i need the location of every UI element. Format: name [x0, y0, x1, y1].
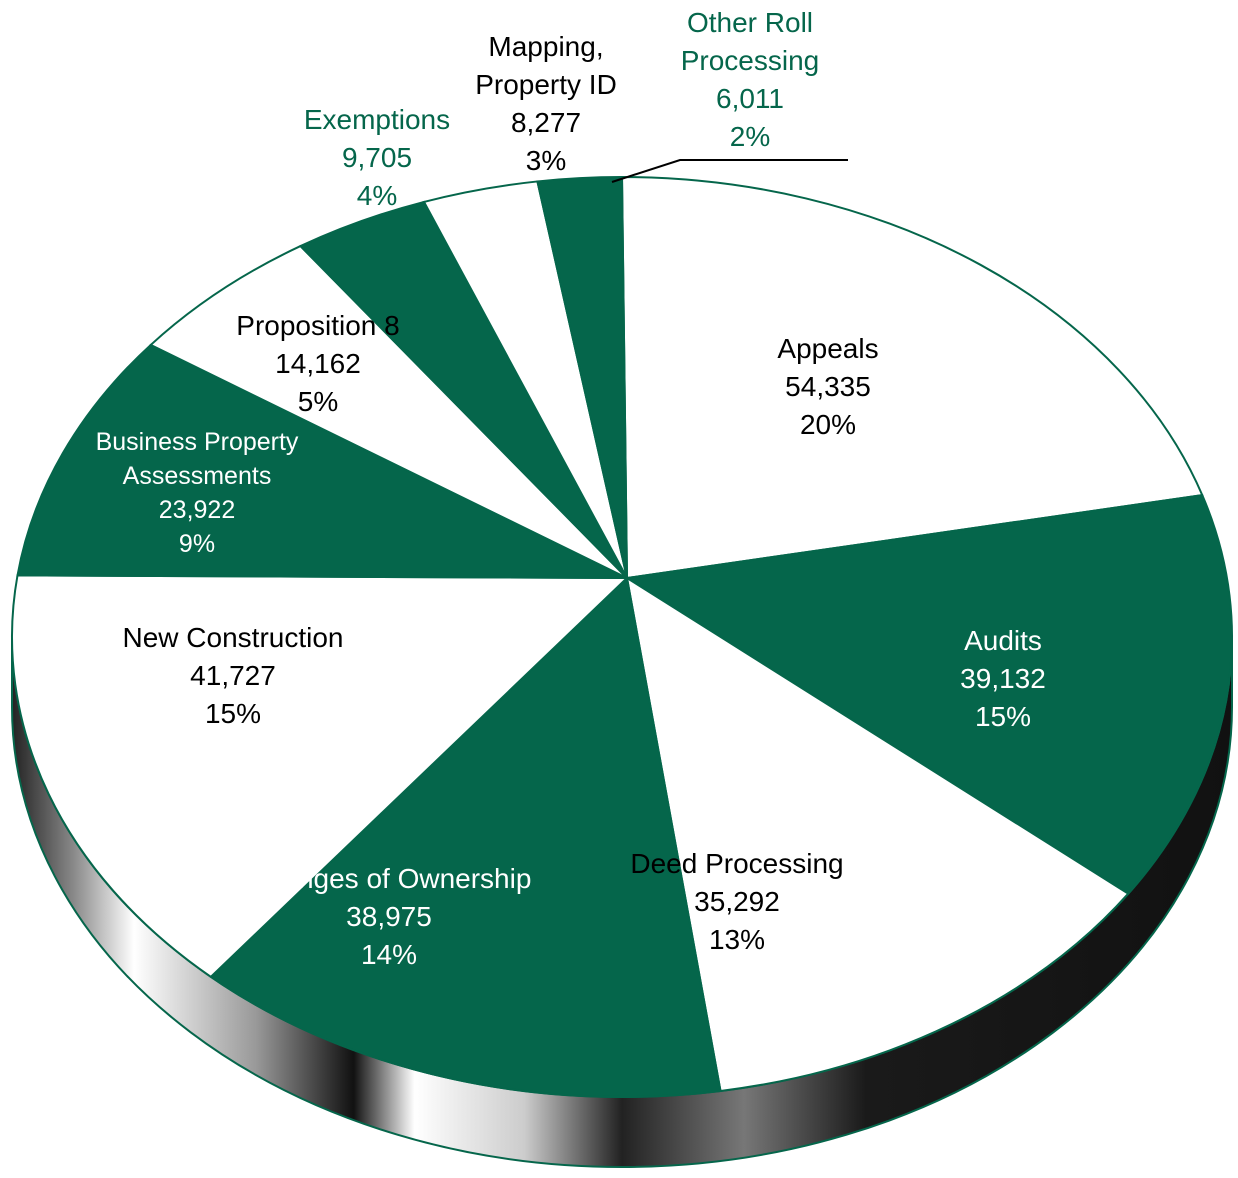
pie-slice — [625, 575, 1130, 1093]
percent-label: 4% — [356, 180, 398, 211]
category-label: Audits — [964, 625, 1042, 656]
category-label: Mapping, Property ID — [475, 31, 617, 100]
slice-label: Deed Processing 35,292 13% — [577, 845, 897, 959]
slice-label: Audits 39,132 15% — [853, 622, 1153, 736]
value-label: 39,132 — [960, 663, 1046, 694]
value-label: 54,335 — [785, 371, 871, 402]
slice-label: New Construction 41,727 15% — [73, 619, 393, 733]
category-label: New Construction — [122, 622, 344, 653]
category-label: Deed Processing — [630, 848, 844, 879]
value-label: 35,292 — [694, 886, 780, 917]
slice-label: Changes of Ownership 38,975 14% — [209, 860, 569, 974]
percent-label: 15% — [974, 701, 1032, 732]
slice-label: Other Roll Processing 6,011 2% — [660, 4, 840, 156]
percent-label: 15% — [204, 698, 262, 729]
percent-label: 20% — [799, 409, 857, 440]
pie-slice — [536, 175, 628, 579]
category-label: Exemptions — [303, 104, 451, 135]
category-label: Proposition 8 — [236, 310, 400, 341]
value-label: 8,277 — [510, 107, 582, 138]
percent-label: 14% — [360, 939, 418, 970]
value-label: 41,727 — [190, 660, 276, 691]
slice-label: Proposition 8 14,162 5% — [188, 307, 448, 421]
percent-label: 2% — [729, 121, 771, 152]
slice-label: Exemptions 9,705 4% — [267, 101, 487, 215]
percent-label: 3% — [525, 145, 567, 176]
category-label: Business Property Assessments — [95, 428, 299, 490]
pie-slice — [624, 494, 1233, 895]
percent-label: 13% — [708, 924, 766, 955]
pie-slice — [209, 575, 722, 1098]
category-label: Appeals — [777, 333, 879, 364]
category-label: Changes of Ownership — [246, 863, 532, 894]
value-label: 6,011 — [716, 83, 784, 114]
leader-line — [611, 159, 848, 183]
value-label: 14,162 — [275, 348, 361, 379]
slice-label: Mapping, Property ID 8,277 3% — [451, 28, 641, 180]
slice-label: Appeals 54,335 20% — [678, 330, 978, 444]
category-label: Other Roll Processing — [680, 7, 820, 76]
slices — [11, 175, 1233, 1098]
pie-slice — [11, 574, 630, 979]
value-label: 38,975 — [346, 901, 432, 932]
slice-label: Business Property Assessments 23,922 9% — [72, 425, 322, 561]
value-label: 23,922 — [158, 496, 236, 524]
percent-label: 5% — [297, 386, 339, 417]
pie-slice — [620, 175, 1204, 580]
value-label: 9,705 — [341, 142, 413, 173]
percent-label: 9% — [178, 530, 216, 558]
pie-slice — [16, 343, 628, 579]
pie-slice — [148, 244, 628, 579]
